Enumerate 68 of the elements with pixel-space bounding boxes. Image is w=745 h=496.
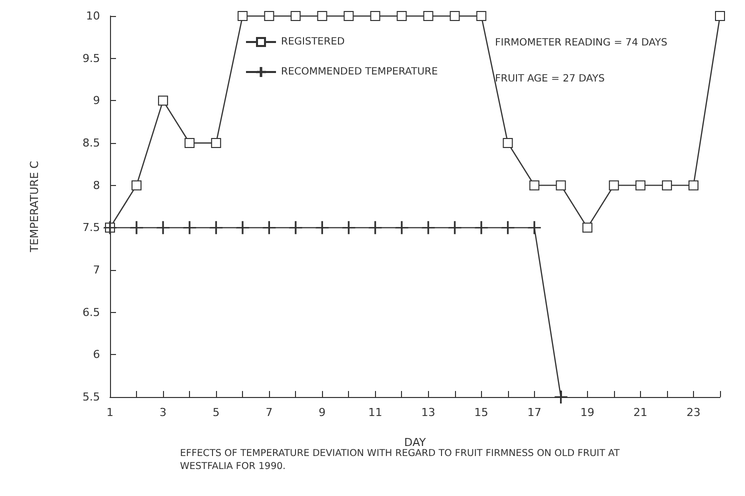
point [238,11,248,21]
x-tick-label: 9 [318,406,326,419]
point [290,11,301,21]
x-tick-label: 3 [160,406,167,419]
point [582,222,592,233]
point [688,180,698,190]
point [368,221,382,234]
y-tick-label: 7.5 [82,221,100,234]
x-tick-label: 1 [106,406,114,419]
x-tick-label: 11 [368,406,382,419]
x-tick-label: 5 [212,406,220,419]
legend-label: RECOMMENDED TEMPERATURE [281,66,438,78]
point [289,221,302,234]
point [130,221,144,234]
annotation: FIRMOMETER READING = 74 DAYS [495,38,668,48]
y-tick-label: 6 [93,348,100,362]
x-tick-label: 7 [266,406,273,419]
y-tick-label: 8.5 [82,136,100,150]
point [450,11,460,21]
point [395,221,408,234]
point [183,221,196,234]
point [608,180,619,190]
point [317,11,328,21]
y-tick-label: 5.5 [82,390,100,404]
point [448,221,462,234]
point [501,221,514,234]
y-tick-label: 10 [86,10,100,22]
y-axis-title: TEMPERATURE C [28,160,41,254]
point [156,221,170,234]
point [422,221,435,234]
point [262,221,276,234]
text: EFFECTS OF TEMPERATURE DEVIATION WITH REGARD TO FRUIT FIRMNESS ON OLD FRUIT AT WESTFALIA FOR 1990. [180,448,623,472]
annotation: FRUIT AGE = 27 DAYS [495,74,605,84]
y-tick-label: 7 [93,264,100,276]
y-tick-label: 9 [93,94,100,108]
point [158,96,168,106]
point [236,221,250,234]
y-tick-label: 8 [93,178,100,192]
x-tick-label: 21 [633,406,648,419]
point [715,11,725,21]
point [210,221,223,234]
point [502,138,513,148]
point [316,221,329,234]
x-axis-title: DAY [404,436,426,449]
point [264,11,274,21]
x-tick-label: 17 [527,406,542,419]
point [474,221,488,234]
point [528,221,541,234]
y-tick-label: 9.5 [82,52,100,65]
x-tick-label: 23 [686,406,700,419]
point [132,180,142,190]
x-tick-label: 13 [421,406,436,419]
point [556,180,566,190]
point [370,11,380,21]
point [344,11,354,21]
legend-label: REGISTERED [281,36,346,48]
point [211,138,222,148]
point [529,180,540,190]
point [396,11,407,21]
y-tick-label: 6.5 [82,306,100,319]
point [184,138,195,148]
x-tick-label: 19 [580,406,594,419]
point [423,11,434,21]
point [342,221,356,234]
x-tick-label: 15 [474,406,488,419]
point [662,180,672,190]
point [476,11,486,21]
point [635,180,646,190]
